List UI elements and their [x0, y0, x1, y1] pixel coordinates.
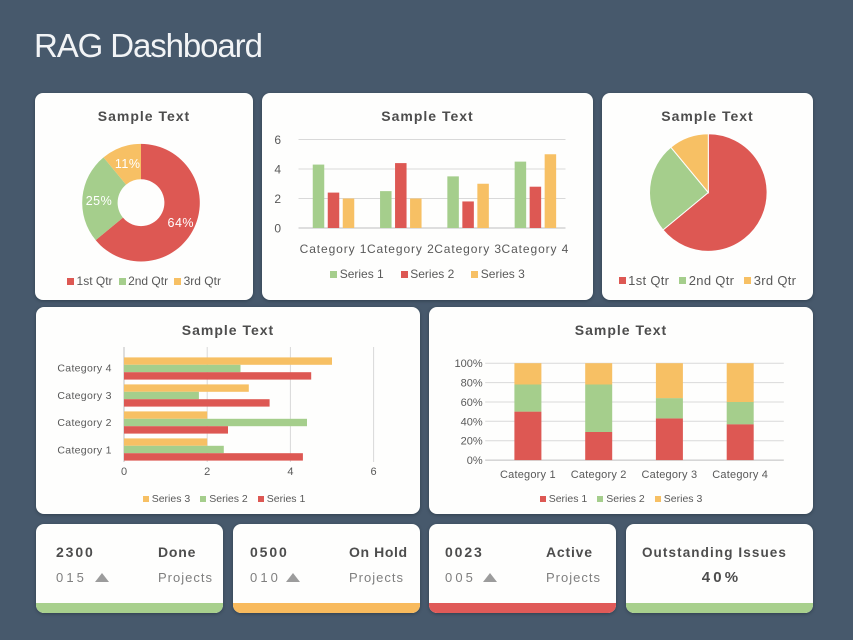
svg-text:Category 1: Category 1 — [500, 469, 556, 481]
svg-text:2: 2 — [204, 466, 210, 478]
svg-text:Category 3: Category 3 — [57, 390, 111, 402]
svg-text:0: 0 — [121, 466, 127, 478]
svg-text:Category 4: Category 4 — [712, 469, 768, 481]
svg-text:60%: 60% — [461, 397, 483, 409]
svg-text:Category 3: Category 3 — [434, 242, 502, 256]
svg-text:Category 2: Category 2 — [571, 469, 627, 481]
svg-text:6: 6 — [274, 133, 281, 147]
svg-text:Category 2: Category 2 — [367, 242, 435, 256]
svg-text:Category 4: Category 4 — [57, 362, 111, 374]
svg-text:Category 4: Category 4 — [502, 242, 570, 256]
svg-text:25%: 25% — [86, 194, 113, 208]
svg-text:20%: 20% — [461, 436, 483, 448]
svg-text:40%: 40% — [461, 416, 483, 428]
svg-text:6: 6 — [371, 466, 377, 478]
svg-text:Category 2: Category 2 — [57, 417, 111, 429]
svg-text:Category 1: Category 1 — [57, 444, 111, 456]
svg-text:100%: 100% — [455, 358, 483, 370]
svg-text:Category 3: Category 3 — [641, 469, 697, 481]
svg-text:64%: 64% — [168, 216, 195, 230]
svg-text:Category 1: Category 1 — [300, 242, 368, 256]
svg-text:11%: 11% — [115, 157, 141, 171]
svg-text:0%: 0% — [467, 455, 483, 467]
svg-text:2: 2 — [274, 192, 281, 206]
svg-text:0: 0 — [274, 222, 281, 236]
svg-text:4: 4 — [287, 466, 293, 478]
svg-text:80%: 80% — [461, 378, 483, 390]
svg-text:4: 4 — [274, 163, 281, 177]
